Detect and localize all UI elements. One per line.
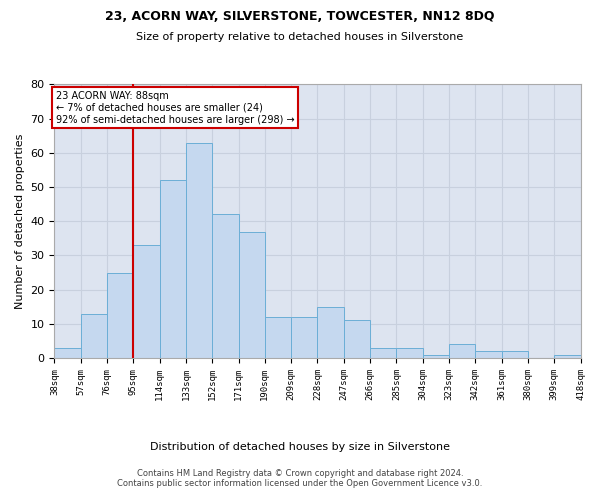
Bar (475, 351, 502, 358)
Bar (317, 306, 344, 358)
Y-axis label: Number of detached properties: Number of detached properties (15, 134, 25, 309)
Text: 23, ACORN WAY, SILVERSTONE, TOWCESTER, NN12 8DQ: 23, ACORN WAY, SILVERSTONE, TOWCESTER, N… (105, 10, 495, 23)
Bar (55, 348, 81, 358)
Bar (554, 354, 581, 358)
Bar (502, 351, 528, 358)
Text: Contains HM Land Registry data © Crown copyright and database right 2024.: Contains HM Land Registry data © Crown c… (137, 468, 463, 477)
Bar (239, 232, 265, 358)
Bar (344, 320, 370, 358)
Bar (370, 348, 397, 358)
Bar (160, 180, 186, 358)
Bar (291, 317, 317, 358)
Text: Distribution of detached houses by size in Silverstone: Distribution of detached houses by size … (150, 442, 450, 452)
Bar (397, 348, 422, 358)
Bar (133, 245, 160, 358)
Bar (107, 272, 133, 358)
Text: 23 ACORN WAY: 88sqm
← 7% of detached houses are smaller (24)
92% of semi-detache: 23 ACORN WAY: 88sqm ← 7% of detached hou… (56, 92, 295, 124)
Text: Contains public sector information licensed under the Open Government Licence v3: Contains public sector information licen… (118, 478, 482, 488)
Bar (81, 314, 107, 358)
Bar (449, 344, 475, 358)
Bar (422, 354, 449, 358)
Bar (212, 214, 239, 358)
Bar (186, 142, 212, 358)
Text: Size of property relative to detached houses in Silverstone: Size of property relative to detached ho… (136, 32, 464, 42)
Bar (265, 317, 291, 358)
